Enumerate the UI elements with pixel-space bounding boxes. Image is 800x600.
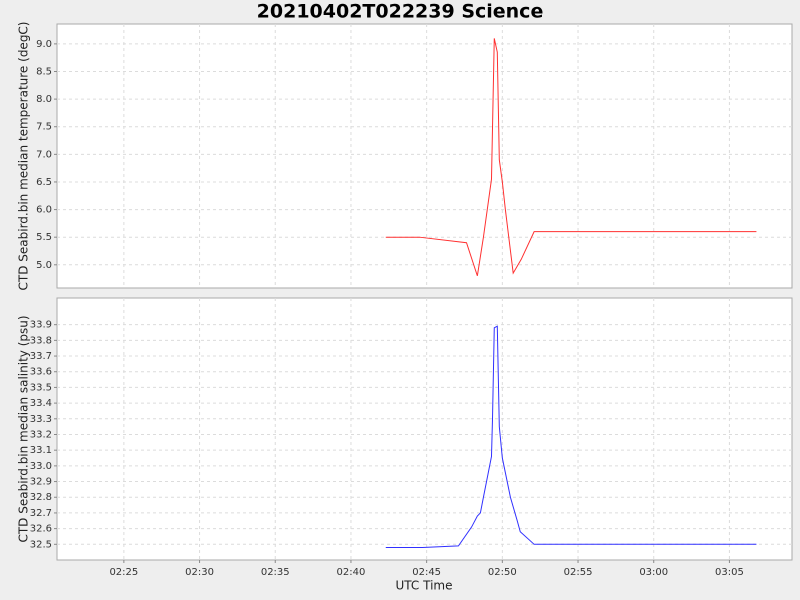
x-tick-label: 02:45: [412, 567, 441, 578]
y-tick-label: 33.7: [30, 351, 52, 362]
chart-title: 20210402T022239 Science: [257, 1, 544, 23]
y-tick-label: 6.5: [36, 177, 52, 188]
y-tick-label: 5.0: [36, 260, 52, 271]
y-axis-label: CTD Seabird.bin median temperature (degC…: [17, 22, 31, 291]
y-tick-label: 33.1: [30, 445, 52, 456]
x-axis-label: UTC Time: [396, 579, 453, 593]
y-tick-label: 9.0: [36, 39, 52, 50]
y-tick-label: 32.6: [30, 524, 52, 535]
y-tick-label: 33.9: [30, 320, 52, 331]
x-tick-label: 02:50: [488, 567, 517, 578]
x-tick-label: 03:05: [715, 567, 744, 578]
x-tick-label: 02:55: [564, 567, 593, 578]
y-tick-label: 32.9: [30, 477, 52, 488]
y-tick-label: 33.5: [30, 382, 52, 393]
y-tick-label: 5.5: [36, 232, 52, 243]
y-tick-label: 8.0: [36, 94, 52, 105]
y-tick-label: 33.0: [30, 461, 52, 472]
x-tick-label: 02:40: [337, 567, 366, 578]
y-tick-label: 33.4: [30, 398, 52, 409]
data-line: [385, 38, 757, 277]
y-tick-label: 32.7: [30, 508, 52, 519]
y-tick-label: 32.8: [30, 492, 52, 503]
y-tick-label: 8.5: [36, 66, 52, 77]
y-tick-label: 33.8: [30, 335, 52, 346]
x-tick-label: 03:00: [639, 567, 668, 578]
x-tick-label: 02:25: [109, 567, 138, 578]
y-tick-label: 33.3: [30, 414, 52, 425]
y-axis-label: CTD Seabird.bin median salinity (psu): [17, 315, 31, 542]
plot-area: [56, 297, 793, 561]
data-line: [385, 325, 757, 548]
y-tick-label: 33.2: [30, 429, 52, 440]
y-tick-label: 7.0: [36, 149, 52, 160]
x-tick-label: 02:35: [261, 567, 290, 578]
y-tick-label: 33.6: [30, 367, 52, 378]
plot-area: [56, 23, 793, 289]
y-tick-label: 32.5: [30, 539, 52, 550]
y-tick-label: 6.0: [36, 205, 52, 216]
y-tick-label: 7.5: [36, 122, 52, 133]
x-tick-label: 02:30: [185, 567, 214, 578]
